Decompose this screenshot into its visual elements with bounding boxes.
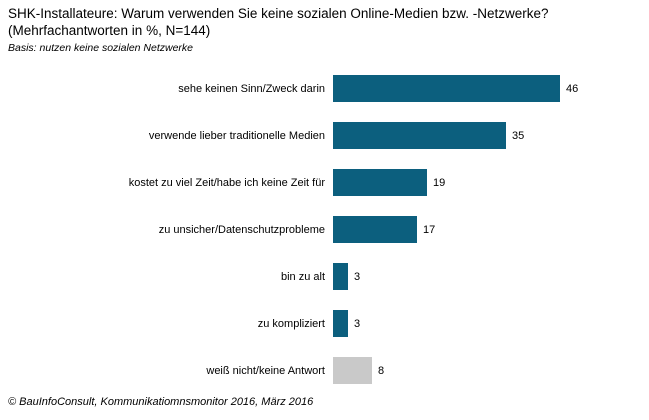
bar-segment — [333, 263, 348, 290]
value-label: 8 — [378, 364, 385, 377]
chart-basis-note: Basis: nutzen keine sozialen Netzwerke — [8, 42, 194, 54]
chart-row: zu kompliziert 3 — [0, 300, 649, 347]
chart-title-line-1: SHK-Installateure: Warum verwenden Sie k… — [8, 6, 549, 21]
chart-source-footer: © BauInfoConsult, Kommunikatiomnsmonitor… — [8, 396, 314, 408]
chart-row: zu unsicher/Datenschutzprobleme 17 — [0, 206, 649, 253]
category-label: zu unsicher/Datenschutzprobleme — [158, 223, 325, 236]
chart-row: weiß nicht/keine Antwort 8 — [0, 347, 649, 394]
chart-title-line-2: (Mehrfachantworten in %, N=144) — [8, 23, 211, 38]
bar-segment — [333, 216, 417, 243]
value-label: 17 — [423, 223, 436, 236]
category-label: verwende lieber traditionelle Medien — [148, 129, 325, 142]
value-label: 19 — [433, 176, 446, 189]
category-label: bin zu alt — [280, 270, 325, 283]
value-label: 35 — [512, 129, 525, 142]
chart-row: bin zu alt 3 — [0, 253, 649, 300]
value-label: 46 — [566, 82, 579, 95]
bar-segment — [333, 122, 506, 149]
category-label: zu kompliziert — [257, 317, 325, 330]
bar-chart: sehe keinen Sinn/Zweck darin 46 verwende l… — [0, 65, 649, 394]
bar-segment — [333, 357, 372, 384]
category-label: sehe keinen Sinn/Zweck darin — [178, 82, 325, 95]
bar-segment — [333, 310, 348, 337]
chart-title: SHK-Installateure: Warum verwenden Sie k… — [8, 5, 643, 39]
bar-segment — [333, 169, 427, 196]
category-label: weiß nicht/keine Antwort — [206, 364, 325, 377]
value-label: 3 — [354, 317, 361, 330]
value-label: 3 — [354, 270, 361, 283]
category-label: kostet zu viel Zeit/habe ich keine Zeit … — [128, 176, 325, 189]
chart-row: verwende lieber traditionelle Medien 35 — [0, 112, 649, 159]
bar-segment — [333, 75, 560, 102]
chart-row: kostet zu viel Zeit/habe ich keine Zeit … — [0, 159, 649, 206]
chart-row: sehe keinen Sinn/Zweck darin 46 — [0, 65, 649, 112]
